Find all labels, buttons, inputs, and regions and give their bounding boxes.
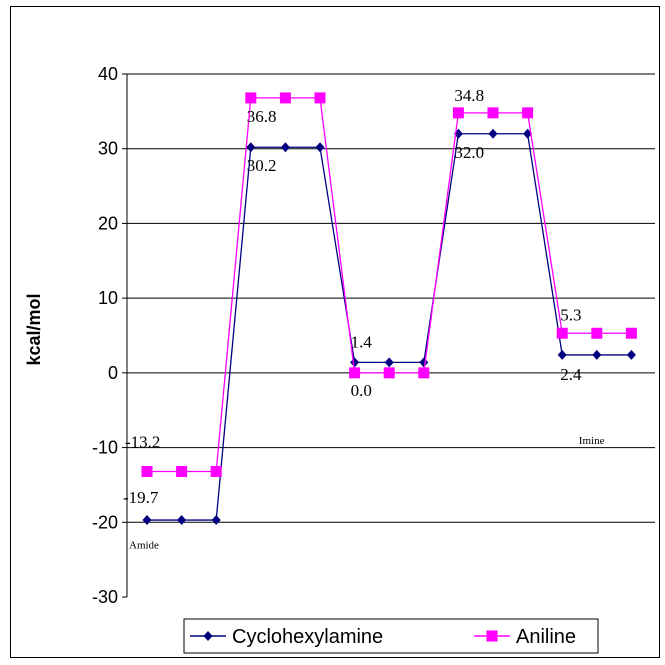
legend: Cyclohexylamine Aniline [183, 618, 599, 654]
point-aniline [556, 327, 568, 339]
point-cyclohexylamine [592, 349, 602, 360]
chart-frame [10, 6, 660, 658]
y-axis-label: kcal/mol [24, 293, 44, 365]
legend-marker-cyclohexylamine [203, 631, 213, 641]
data-label: 5.3 [560, 305, 581, 324]
point-aniline [349, 367, 361, 379]
annotations: Amide Imine [129, 435, 605, 552]
point-aniline [522, 107, 534, 119]
series-layer [141, 92, 637, 526]
y-tick-label: -20 [92, 512, 118, 532]
y-tick-label: 30 [98, 139, 118, 159]
series-line-cyclohexylamine [147, 133, 632, 521]
y-tick-label: 0 [108, 363, 118, 383]
point-aniline [487, 107, 499, 119]
y-tick-label: -10 [92, 438, 118, 458]
point-aniline [210, 465, 222, 477]
point-cyclohexylamine [315, 142, 325, 153]
point-cyclohexylamine [280, 142, 290, 153]
legend-label-aniline: Aniline [516, 626, 576, 648]
grid-lines [127, 73, 655, 523]
annotation-amide: Amide [129, 539, 159, 551]
point-cyclohexylamine [419, 357, 429, 368]
series-line-aniline [147, 97, 632, 473]
data-label: 2.4 [560, 365, 582, 384]
legend-marker-aniline [486, 630, 498, 642]
point-aniline [591, 327, 603, 339]
point-aniline [279, 92, 291, 104]
point-aniline [418, 367, 430, 379]
data-label: 32.0 [454, 143, 484, 162]
point-cyclohexylamine [557, 349, 567, 360]
data-label: -19.7 [123, 488, 159, 507]
data-label: -13.2 [125, 432, 160, 451]
y-tick-label: -30 [92, 587, 118, 607]
data-label: 34.8 [454, 86, 484, 105]
data-label: 36.8 [247, 107, 277, 126]
point-cyclohexylamine [142, 515, 152, 526]
annotation-imine: Imine [579, 435, 605, 447]
point-cyclohexylamine [626, 349, 636, 360]
y-tick-label: 40 [98, 64, 118, 84]
point-aniline [314, 92, 326, 104]
point-cyclohexylamine [211, 515, 221, 526]
point-cyclohexylamine [246, 142, 256, 153]
data-labels: -13.2 -19.7 36.8 30.2 1.4 0.0 34.8 32.0 5.3 2.4 [123, 86, 582, 507]
point-aniline [245, 92, 257, 104]
point-aniline [176, 465, 188, 477]
y-tick-label: 10 [98, 288, 118, 308]
point-aniline [625, 327, 637, 339]
point-aniline [383, 367, 395, 379]
point-cyclohexylamine [350, 357, 360, 368]
point-cyclohexylamine [384, 357, 394, 368]
data-label: 1.4 [351, 332, 373, 351]
y-tick-label: 20 [98, 213, 118, 233]
legend-label-cyclohexylamine: Cyclohexylamine [232, 626, 383, 648]
data-label: 30.2 [247, 156, 277, 175]
point-aniline [141, 465, 153, 477]
data-label: 0.0 [351, 381, 372, 400]
legend-box [183, 618, 599, 654]
point-cyclohexylamine [177, 515, 187, 526]
y-axis-ticks: 40 30 20 10 0 -10 -20 -30 [92, 64, 127, 607]
point-aniline [452, 107, 464, 119]
point-cyclohexylamine [488, 128, 498, 139]
